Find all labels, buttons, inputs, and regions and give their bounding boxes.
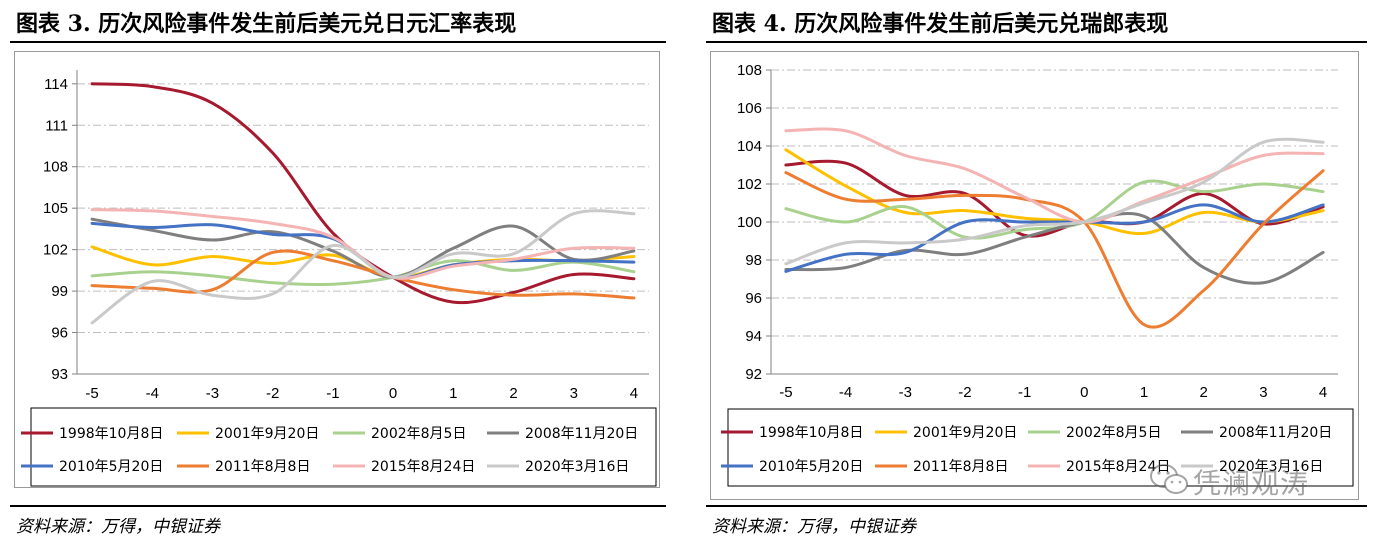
chart-title: 图表 4. 历次风险事件发生前后美元兑瑞郎表现 [712,11,1169,37]
series-line-2010 [784,203,1325,273]
chart-frame: 92 94 96 98 100 102 104 106 108 -5 -4 -3 -2 -1 0 1 2 3 4 19… [710,51,1359,500]
legend-label: 2011年8月8日 [913,459,1008,475]
legend-box [30,407,657,487]
legend-label: 1998年10月8日 [59,426,163,442]
series-line-2015 [784,127,1325,224]
line-chart: 93 96 99 102 105 108 111 114 -5 -4 -3 -2 -1 0 1 2 3 4 1998… [21,70,657,487]
legend-label: 2008年11月20日 [525,426,638,442]
y-tick-label: 102 [43,242,68,259]
y-tick-label: 106 [737,100,762,117]
series-line-1998 [784,159,1325,238]
y-tick-label: 99 [51,283,68,300]
y-tick-label: 114 [44,76,68,93]
watermark: 凭澜观涛 [1145,458,1371,504]
legend-label: 2001年9月20日 [215,426,319,442]
y-tick-label: 108 [737,62,762,79]
legend-label: 2015年8月24日 [1066,459,1170,475]
legend-label: 2010年5月20日 [759,459,863,475]
x-tick-label: -1 [326,385,339,402]
x-tick-label: 1 [449,385,457,402]
legend-label: 2020年3月16日 [1219,459,1323,475]
y-tick-label: 105 [43,200,68,217]
y-tick-label: 96 [51,325,68,342]
source-divider [10,505,666,507]
legend-label: 2008年11月20日 [1219,425,1332,441]
x-tick-label: -3 [899,384,912,401]
x-tick-label: -5 [85,385,98,402]
y-tick-label: 93 [51,366,68,383]
x-tick-label: -5 [779,384,792,401]
x-tick-label: -3 [206,385,219,402]
x-tick-label: 0 [389,385,397,402]
x-tick-label: 3 [1259,384,1267,401]
y-tick-label: 98 [745,252,762,269]
wechat-icon [1150,464,1188,494]
series-line-2020 [784,137,1325,266]
x-tick-label: 4 [1319,384,1327,401]
x-tick-label: -1 [1018,384,1031,401]
source-note: 资料来源：万得，中银证券 [712,517,916,537]
title-divider [706,41,1367,43]
source-note: 资料来源：万得，中银证券 [16,517,220,537]
chart-frame: 93 96 99 102 105 108 111 114 -5 -4 -3 -2 -1 0 1 2 3 4 1998… [14,51,660,488]
line-chart: 92 94 96 98 100 102 104 106 108 -5 -4 -3 -2 -1 0 1 2 3 4 19… [721,62,1354,487]
y-tick-label: 108 [43,159,68,176]
series-line-2011 [90,249,636,300]
y-tick-label: 100 [737,214,762,231]
series-line-2002 [90,259,636,287]
series-line-2011 [784,169,1325,329]
x-tick-label: 3 [570,385,578,402]
legend-label: 2020年3月16日 [525,459,629,475]
chart-title: 图表 3. 历次风险事件发生前后美元兑日元汇率表现 [16,11,517,37]
x-tick-label: -4 [839,384,852,401]
series-line-2001 [784,148,1325,235]
legend-label: 2011年8月8日 [215,459,310,475]
series-line-2020 [90,209,636,325]
legend-label: 1998年10月8日 [759,425,863,441]
x-tick-label: -2 [266,385,279,402]
x-tick-label: -4 [146,385,159,402]
y-tick-label: 92 [745,366,762,383]
legend-label: 2010年5月20日 [59,459,163,475]
title-divider [10,41,666,43]
y-tick-label: 102 [737,176,762,193]
x-tick-label: 0 [1080,384,1088,401]
legend-label: 2002年8月5日 [371,426,466,442]
y-tick-label: 104 [737,138,762,155]
y-tick-label: 96 [745,290,762,307]
legend-label: 2015年8月24日 [371,459,475,475]
x-tick-label: 1 [1140,384,1148,401]
watermark-text: 凭澜观涛 [1193,467,1310,500]
x-tick-label: 2 [1200,384,1208,401]
y-tick-label: 94 [745,328,762,345]
x-tick-label: 4 [630,385,638,402]
series-line-2008 [784,211,1325,285]
x-tick-label: -2 [958,384,971,401]
source-divider [706,505,1367,507]
left-chart-panel: 图表 3. 历次风险事件发生前后美元兑日元汇率表现 93 96 99 102 105 10… [0,0,668,540]
y-tick-label: 111 [45,117,68,134]
x-tick-label: 2 [509,385,517,402]
right-chart-panel: 图表 4. 历次风险事件发生前后美元兑瑞郎表现 92 94 96 98 100 102 10… [696,0,1373,540]
legend-label: 2002年8月5日 [1066,425,1161,441]
legend-box [727,408,1354,487]
legend-label: 2001年9月20日 [913,425,1017,441]
